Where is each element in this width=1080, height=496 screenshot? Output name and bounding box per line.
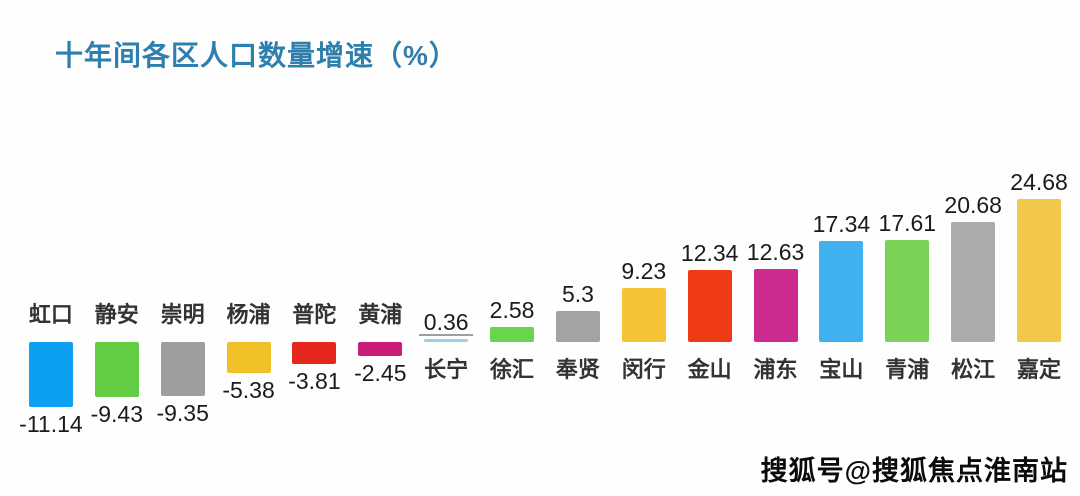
bar-changning [424,339,469,342]
value-label-xuhui: 2.58 [489,297,535,323]
chart-column-hongkou: 虹口 -11.14 [18,0,84,496]
value-label-jiading: 24.68 [1010,169,1068,195]
chart-column-fengxian: 奉贤 5.3 [545,0,611,496]
category-label-jiading: 嘉定 [1017,357,1062,382]
value-label-yangpu: -5.38 [222,377,275,403]
category-label-songjiang: 松江 [951,357,996,382]
watermark-text: 搜狐号@搜狐焦点淮南站 [760,456,1068,486]
category-label-qingpu: 青浦 [885,357,930,382]
category-label-huangpu: 黄浦 [358,302,403,327]
category-label-chongming: 崇明 [160,302,205,327]
chart-column-jiading: 嘉定 24.68 [1006,0,1072,496]
bar-yangpu [226,342,271,373]
chart-column-chongming: 崇明 -9.35 [150,0,216,496]
bar-pudong [753,269,798,342]
bar-jingan [94,342,139,397]
chart-column-pudong: 浦东 12.63 [743,0,809,496]
value-label-changning: 0.36 [423,309,469,335]
bar-putuo [292,342,337,364]
value-label-songjiang: 20.68 [944,192,1002,218]
value-label-fengxian: 5.3 [561,281,594,307]
category-label-putuo: 普陀 [292,302,337,327]
category-label-jingan: 静安 [94,302,139,327]
bar-xuhui [490,327,535,342]
bar-chart: 虹口 -11.14 静安 -9.43 崇明 -9.35 杨浦 -5.38 普陀 -3.81 黄浦 -2… [18,0,1072,496]
value-label-chongming: -9.35 [156,400,209,426]
bar-baoshan [819,241,864,342]
bar-jinshan [687,270,732,342]
chart-column-jingan: 静安 -9.43 [84,0,150,496]
bar-minhang [621,288,666,342]
chart-column-xuhui: 徐汇 2.58 [479,0,545,496]
chart-column-huangpu: 黄浦 -2.45 [347,0,413,496]
chart-column-changning: 长宁 0.36 [413,0,479,496]
bar-hongkou [28,342,73,407]
category-label-yangpu: 杨浦 [226,302,271,327]
category-label-changning: 长宁 [424,357,469,382]
chart-title: 十年间各区人口数量增速（%） [55,40,458,71]
bar-songjiang [951,222,996,342]
bar-qingpu [885,240,930,342]
chart-column-minhang: 闵行 9.23 [611,0,677,496]
bar-jiading [1017,199,1062,342]
category-label-pudong: 浦东 [753,357,798,382]
chart-column-baoshan: 宝山 17.34 [809,0,875,496]
chart-column-jinshan: 金山 12.34 [677,0,743,496]
zero-tick-changning [419,334,474,336]
chart-column-songjiang: 松江 20.68 [940,0,1006,496]
chart-column-yangpu: 杨浦 -5.38 [216,0,282,496]
category-label-fengxian: 奉贤 [555,357,600,382]
value-label-huangpu: -2.45 [354,360,407,386]
category-label-hongkou: 虹口 [28,302,73,327]
category-label-minhang: 闵行 [621,357,666,382]
bar-chongming [160,342,205,396]
category-label-xuhui: 徐汇 [490,357,535,382]
value-label-minhang: 9.23 [621,258,667,284]
chart-column-qingpu: 青浦 17.61 [874,0,940,496]
value-label-putuo: -3.81 [288,368,341,394]
value-label-jingan: -9.43 [90,401,144,427]
value-label-jinshan: 12.34 [680,240,739,266]
value-label-hongkou: -11.14 [19,411,83,437]
value-label-baoshan: 17.34 [812,211,871,237]
value-label-pudong: 12.63 [746,239,805,265]
bar-huangpu [358,342,403,356]
category-label-jinshan: 金山 [687,357,732,382]
category-label-baoshan: 宝山 [819,357,864,382]
value-label-qingpu: 17.61 [878,210,937,236]
bar-fengxian [555,311,600,342]
chart-column-putuo: 普陀 -3.81 [282,0,348,496]
